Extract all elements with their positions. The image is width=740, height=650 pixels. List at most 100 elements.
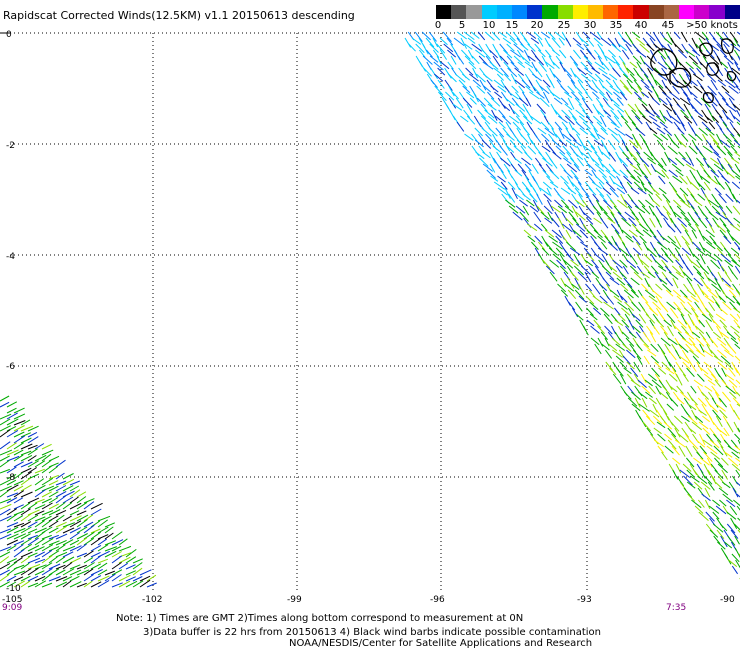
wind-barb xyxy=(547,211,554,222)
wind-barb xyxy=(69,502,82,510)
wind-barb xyxy=(570,271,579,281)
wind-barb xyxy=(707,481,715,491)
wind-barb xyxy=(428,31,437,42)
wind-barb xyxy=(535,181,542,192)
wind-barb xyxy=(594,49,602,60)
wind-barb xyxy=(640,271,650,279)
wind-barb xyxy=(637,379,647,388)
wind-barb xyxy=(552,61,560,69)
wind-barb xyxy=(708,199,720,208)
wind-barb xyxy=(595,97,604,108)
wind-barb xyxy=(538,241,545,251)
wind-barb xyxy=(651,97,660,106)
wind-barb xyxy=(76,533,88,540)
wind-barb xyxy=(527,55,536,62)
wind-barb xyxy=(508,91,519,100)
wind-barb xyxy=(571,193,580,205)
wind-barb xyxy=(549,271,558,282)
wind-barb xyxy=(48,576,61,582)
wind-barb xyxy=(727,445,739,454)
wind-barb xyxy=(34,564,47,570)
wind-barb xyxy=(586,37,595,47)
wind-barb xyxy=(730,529,739,539)
wind-barb xyxy=(519,211,529,222)
wind-barb xyxy=(728,367,736,377)
wind-barb xyxy=(600,49,608,62)
wind-barb xyxy=(438,91,447,102)
wind-barb xyxy=(504,187,511,199)
wind-barb xyxy=(714,469,724,480)
wind-barb xyxy=(571,205,579,218)
wind-barb xyxy=(492,145,502,154)
wind-barb xyxy=(712,511,720,520)
wind-barb xyxy=(90,555,101,564)
wind-barb xyxy=(682,463,692,472)
wind-barb xyxy=(535,67,543,78)
wind-barb xyxy=(644,379,653,387)
wind-barb xyxy=(589,31,601,40)
wind-barb xyxy=(621,319,630,328)
wind-barb xyxy=(737,55,740,61)
wind-barb xyxy=(625,247,632,258)
wind-barb xyxy=(691,499,702,509)
wind-barb xyxy=(698,217,708,229)
wind-barb xyxy=(603,109,612,117)
wind-barb xyxy=(452,103,463,111)
legend-swatch xyxy=(557,5,573,19)
wind-barb xyxy=(626,361,635,370)
legend-swatch xyxy=(618,5,634,19)
wind-barb xyxy=(701,313,713,322)
wind-barb xyxy=(719,307,728,316)
wind-barb xyxy=(624,121,632,131)
wind-barb xyxy=(712,499,721,507)
wind-barb xyxy=(605,169,617,179)
wind-barb xyxy=(690,385,697,394)
wind-barb xyxy=(734,445,740,451)
wind-barb xyxy=(576,43,585,51)
wind-barb xyxy=(515,193,524,201)
wind-barb xyxy=(657,343,666,355)
wind-barb xyxy=(686,367,695,378)
wind-barb xyxy=(13,527,26,534)
wind-barb xyxy=(642,331,651,343)
wind-barb xyxy=(720,535,728,548)
wind-barb xyxy=(533,31,543,41)
wind-barb xyxy=(731,169,740,178)
wind-barb xyxy=(471,55,480,65)
wind-barb xyxy=(13,413,26,420)
wind-speed-legend: 0 5 10 15 20 25 30 35 40 45 >50 knots xyxy=(435,5,740,35)
wind-barb xyxy=(614,319,624,326)
wind-barb xyxy=(608,49,616,58)
wind-barb xyxy=(703,349,714,358)
wind-barb xyxy=(0,515,12,522)
wind-barb xyxy=(0,490,9,498)
wind-barb xyxy=(55,539,67,546)
wind-barb xyxy=(565,139,577,148)
wind-barb xyxy=(702,235,713,245)
wind-barb xyxy=(465,67,474,76)
wind-barb xyxy=(672,469,679,480)
wind-barb xyxy=(440,61,450,70)
wind-barb xyxy=(645,415,656,426)
wind-barb xyxy=(643,355,650,365)
wind-barb xyxy=(644,175,652,185)
wind-barb xyxy=(482,151,491,159)
wind-barb xyxy=(41,544,54,552)
wind-barb xyxy=(6,407,17,414)
wind-barb xyxy=(714,457,724,468)
wind-barb xyxy=(6,484,19,492)
wind-barb xyxy=(683,115,693,124)
wind-barb xyxy=(612,67,621,78)
wind-barb xyxy=(651,379,662,389)
wind-barb xyxy=(41,510,54,516)
wind-barb xyxy=(48,503,59,510)
wind-barb xyxy=(688,325,694,335)
wind-barb xyxy=(679,187,689,197)
wind-barb xyxy=(572,139,582,147)
legend-label: 40 xyxy=(634,20,648,31)
wind-barb xyxy=(496,73,504,81)
wind-barb xyxy=(709,529,719,538)
wind-barb xyxy=(48,480,59,486)
wind-barb xyxy=(726,511,737,520)
wind-barb xyxy=(544,37,551,48)
